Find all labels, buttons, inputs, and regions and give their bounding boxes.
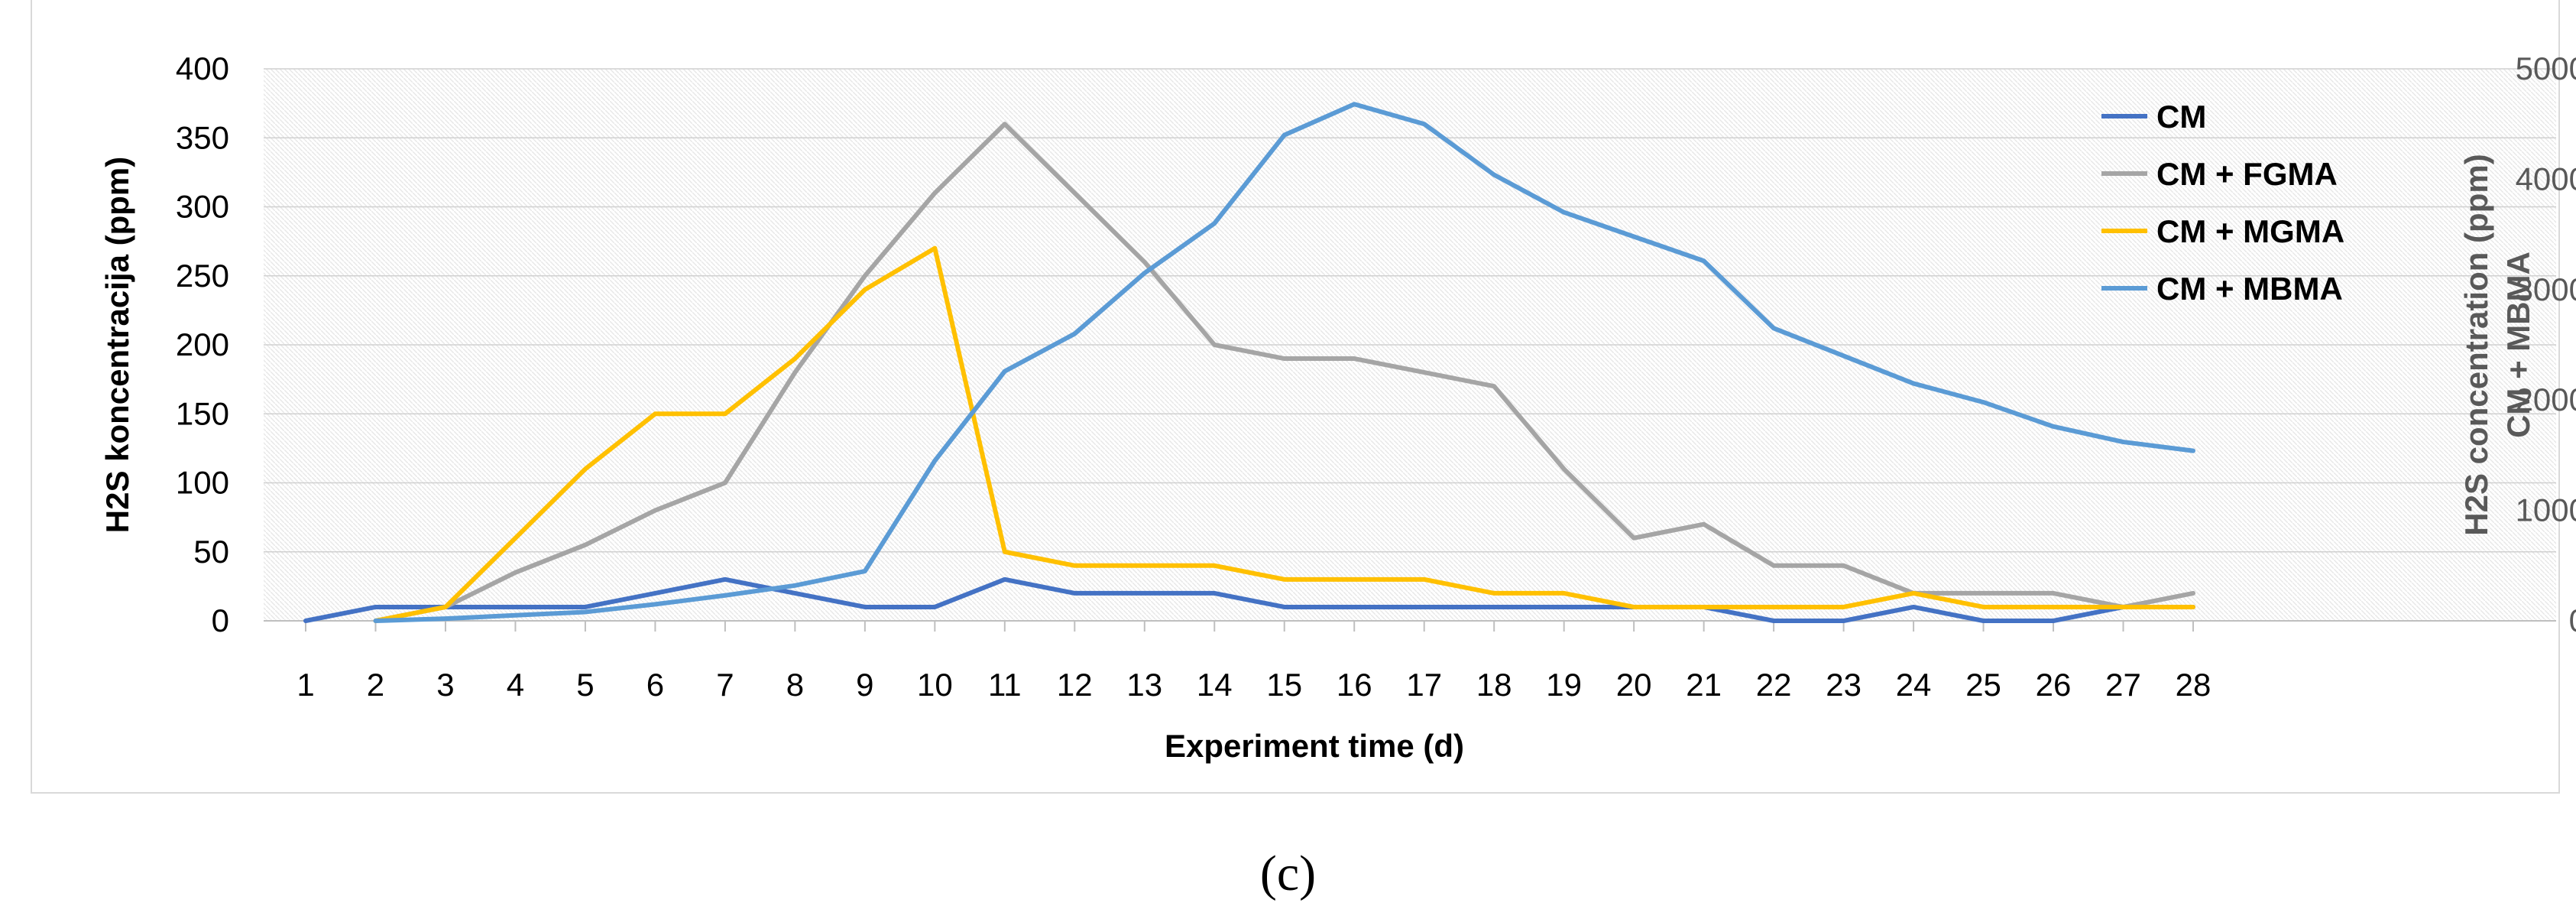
x-tick-label: 10 <box>917 667 953 703</box>
y-tick-label: 250 <box>176 258 229 294</box>
x-tick-label: 23 <box>1826 667 1862 703</box>
x-tick-label: 5 <box>576 667 594 703</box>
y2-tick-label: 5000 <box>2516 50 2576 86</box>
series-line-cm-mbma <box>373 102 2195 623</box>
y-tick-label: 100 <box>176 465 229 501</box>
x-tick-label: 2 <box>367 667 384 703</box>
legend-label: CM <box>2156 99 2206 135</box>
x-tick-label: 27 <box>2105 667 2141 703</box>
x-tick-label: 4 <box>507 667 524 703</box>
series-line-cm <box>303 576 2195 623</box>
legend-label: CM + MGMA <box>2156 213 2344 249</box>
x-tick-label: 6 <box>646 667 664 703</box>
x-tick-label: 21 <box>1686 667 1722 703</box>
x-tick-label: 3 <box>436 667 454 703</box>
x-tick-label: 19 <box>1546 667 1582 703</box>
series-line-cm-mgma <box>373 245 2195 623</box>
y2-tick-label: 0 <box>2569 602 2576 638</box>
x-tick-label: 15 <box>1266 667 1302 703</box>
x-tick-label: 16 <box>1337 667 1372 703</box>
x-tick-label: 11 <box>988 667 1022 703</box>
y-tick-label: 400 <box>176 50 229 86</box>
x-tick-label: 22 <box>1756 667 1792 703</box>
y-tick-label: 0 <box>212 602 229 638</box>
x-tick-label: 7 <box>716 667 734 703</box>
y-axis-title: H2S koncentracija (ppm) <box>99 157 135 533</box>
y-tick-label: 50 <box>193 534 229 570</box>
y2-axis-title-line1: H2S concentration (ppm) <box>2458 154 2494 535</box>
x-tick-label: 26 <box>2036 667 2072 703</box>
y-tick-label: 200 <box>176 326 229 362</box>
y2-tick-label: 4000 <box>2516 161 2576 196</box>
x-tick-label: 14 <box>1197 667 1233 703</box>
x-tick-label: 1 <box>296 667 314 703</box>
y-tick-label: 150 <box>176 395 229 431</box>
x-tick-label: 18 <box>1476 667 1512 703</box>
y2-axis-title-line2: CM + MBMA <box>2500 252 2536 438</box>
y-tick-label: 350 <box>176 119 229 155</box>
x-axis-title: Experiment time (d) <box>1165 728 1464 764</box>
legend-label: CM + MBMA <box>2156 271 2343 307</box>
x-tick-label: 28 <box>2176 667 2211 703</box>
x-tick-label: 9 <box>856 667 873 703</box>
y2-tick-label: 1000 <box>2516 492 2576 528</box>
x-tick-label: 25 <box>1965 667 2001 703</box>
x-tick-label: 12 <box>1057 667 1093 703</box>
x-tick-label: 8 <box>786 667 804 703</box>
series-line-cm-fgma <box>373 122 2195 623</box>
x-tick-label: 24 <box>1896 667 1932 703</box>
legend-label: CM + FGMA <box>2156 156 2338 192</box>
y2-tick-label: 2000 <box>2516 382 2576 417</box>
y-tick-label: 300 <box>176 189 229 225</box>
x-tick-label: 20 <box>1616 667 1652 703</box>
y2-tick-label: 3000 <box>2516 271 2576 307</box>
x-tick-label: 17 <box>1406 667 1442 703</box>
x-tick-label: 13 <box>1126 667 1162 703</box>
figure-caption: (c) <box>1259 846 1317 901</box>
